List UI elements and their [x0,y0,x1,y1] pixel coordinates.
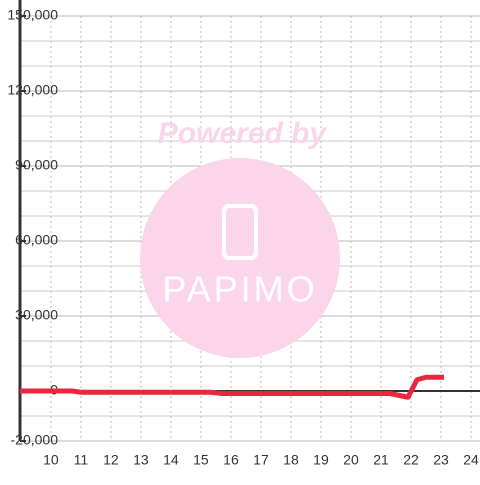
y-tick-label: -20,000 [11,432,59,448]
x-tick-label: 23 [433,452,449,468]
y-tick-label: 60,000 [15,232,58,248]
x-tick-label: 12 [103,452,119,468]
y-tick-label: 150,000 [7,7,58,23]
x-tick-label: 10 [43,452,59,468]
x-tick-label: 24 [463,452,479,468]
y-tick-label: 30,000 [15,307,58,323]
x-tick-label: 11 [74,452,89,468]
watermark-text: Powered by [158,117,328,150]
watermark-phone [222,204,258,260]
y-tick-label: 120,000 [7,82,58,98]
x-tick-label: 17 [253,452,269,468]
x-tick-label: 19 [313,452,329,468]
x-tick-label: 16 [223,452,239,468]
x-tick-label: 15 [193,452,209,468]
x-tick-label: 22 [403,452,419,468]
watermark-text: PAPIMO [162,269,317,310]
y-tick-label: 90,000 [15,157,58,173]
x-tick-label: 20 [343,452,359,468]
x-tick-label: 13 [133,452,149,468]
x-tick-label: 18 [283,452,299,468]
data-line [20,374,444,400]
x-tick-label: 21 [373,452,389,468]
x-tick-label: 14 [163,452,179,468]
watermark: Powered by PAPIMO [140,117,340,358]
